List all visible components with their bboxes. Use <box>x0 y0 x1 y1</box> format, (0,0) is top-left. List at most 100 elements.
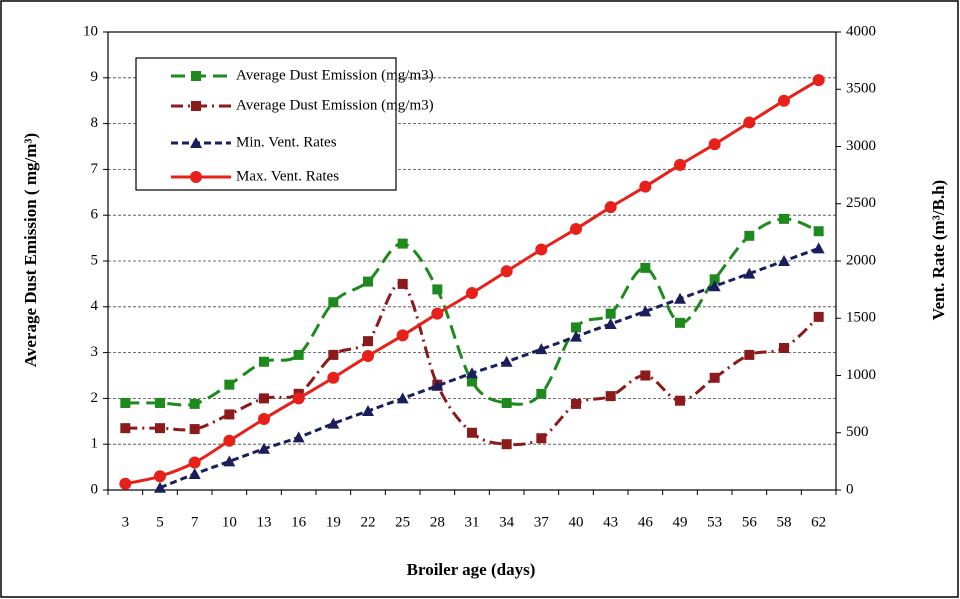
data-point <box>536 433 547 444</box>
data-point <box>605 391 616 402</box>
data-point <box>328 349 339 360</box>
data-point <box>536 388 547 399</box>
x-tick-label: 62 <box>811 514 826 530</box>
y-tick-label: 2 <box>91 390 99 406</box>
legend-label: Average Dust Emission (mg/m3) <box>236 97 434 113</box>
y-tick-label: 5 <box>91 252 99 268</box>
data-point <box>120 423 131 434</box>
data-point <box>259 393 269 404</box>
data-point <box>154 470 166 483</box>
y2-tick-label: 4000 <box>846 23 876 39</box>
x-tick-label: 46 <box>638 514 654 530</box>
x-tick-label: 3 <box>122 514 130 530</box>
data-point <box>431 379 444 391</box>
data-point <box>604 317 617 329</box>
data-point <box>224 379 235 390</box>
x-tick-label: 22 <box>361 514 376 530</box>
series-line <box>125 281 820 447</box>
x-tick-label: 31 <box>465 514 480 530</box>
plot-border <box>107 31 837 491</box>
x-tick-label: 37 <box>534 514 550 530</box>
x-tick-label: 13 <box>257 514 272 530</box>
data-point <box>362 404 374 416</box>
data-point <box>778 255 790 266</box>
legend-label: Min. Vent. Rates <box>236 134 337 150</box>
data-point <box>397 238 408 249</box>
data-point <box>397 278 408 289</box>
x-tick-label: 7 <box>191 514 199 530</box>
data-point <box>813 226 824 237</box>
data-point <box>708 280 721 292</box>
data-point <box>501 397 512 408</box>
data-point <box>466 287 478 300</box>
x-tick-label: 49 <box>673 514 688 530</box>
y2-axis-title: Vent. Rate (m³/B.h) <box>929 180 948 320</box>
data-point <box>467 376 477 387</box>
data-point <box>154 481 166 493</box>
data-point <box>188 467 201 479</box>
data-point <box>640 262 651 273</box>
data-point <box>605 308 616 319</box>
y2-tick-label: 2500 <box>846 195 876 211</box>
data-point <box>293 349 304 360</box>
y2-tick-label: 0 <box>846 481 854 497</box>
y-tick-label: 7 <box>91 161 99 177</box>
data-point <box>292 431 305 443</box>
data-point <box>119 477 132 490</box>
data-point <box>327 371 340 384</box>
data-point <box>604 201 617 214</box>
y2-tick-label: 500 <box>846 424 869 440</box>
data-point <box>813 311 824 322</box>
data-point <box>396 329 409 342</box>
y-axis-title: Average Dust Emission ( mg/m³) <box>21 133 40 367</box>
y2-tick-label: 3500 <box>846 81 876 97</box>
x-tick-label: 28 <box>430 514 445 530</box>
data-point <box>155 423 165 434</box>
y-tick-label: 3 <box>91 344 99 360</box>
data-point <box>501 439 512 450</box>
data-point <box>743 116 756 129</box>
data-point <box>188 456 201 469</box>
x-tick-label: 19 <box>326 514 341 530</box>
data-point <box>639 305 652 317</box>
data-point <box>675 395 685 406</box>
y-tick-label: 10 <box>83 23 98 39</box>
data-point <box>258 413 270 426</box>
y-tick-label: 8 <box>91 115 99 131</box>
y2-tick-label: 1500 <box>846 310 876 326</box>
y-tick-label: 4 <box>91 298 99 314</box>
data-point <box>709 372 720 383</box>
y2-tick-label: 3000 <box>846 138 876 154</box>
data-point <box>292 392 305 405</box>
data-point <box>779 213 789 224</box>
data-point <box>189 398 200 409</box>
data-point <box>120 397 131 408</box>
data-point <box>639 180 652 193</box>
x-tick-label: 16 <box>291 514 307 530</box>
data-point <box>396 392 409 404</box>
data-point <box>155 397 165 408</box>
data-point <box>779 343 789 354</box>
data-point <box>223 434 236 447</box>
data-point <box>258 442 270 454</box>
x-tick-label: 56 <box>742 514 758 530</box>
legend-marker <box>191 101 201 111</box>
x-tick-label: 10 <box>222 514 237 530</box>
data-point <box>812 74 825 87</box>
data-point <box>640 370 651 381</box>
data-point <box>223 455 236 467</box>
legend-label: Max. Vent. Rates <box>236 168 339 184</box>
data-point <box>571 322 581 333</box>
x-tick-label: 25 <box>395 514 410 530</box>
data-point <box>259 356 269 367</box>
x-tick-label: 34 <box>499 514 515 530</box>
y-tick-label: 0 <box>91 481 99 497</box>
x-tick-label: 53 <box>707 514 722 530</box>
data-point <box>500 265 513 278</box>
data-point <box>571 398 581 409</box>
data-point <box>744 349 755 360</box>
y2-tick-label: 2000 <box>846 252 876 268</box>
data-point <box>363 336 373 347</box>
data-point <box>328 297 339 308</box>
data-point <box>362 350 374 363</box>
